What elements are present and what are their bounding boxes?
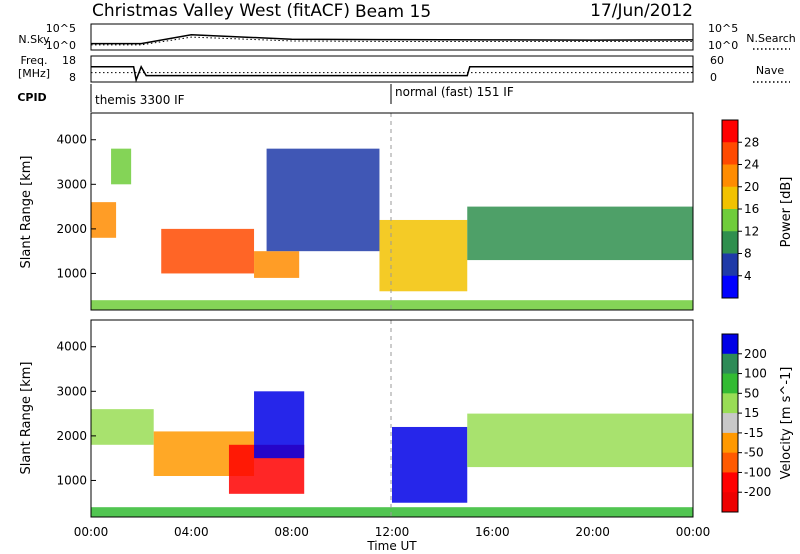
site-title: Christmas Valley West (fitACF) [92,1,350,21]
power-scale-swatch [722,186,738,210]
y-tick-label: 2000 [56,222,87,236]
heatmap-cell [91,409,154,445]
power-scale-title: Power [dB] [779,177,794,248]
x-axis: 00:00 04:00 08:00 12:00 16:00 20:00 00:00 [74,525,711,539]
beam-label: Beam 15 [355,2,431,22]
heatmap-cell [91,507,693,517]
cpid-mode-2: normal (fast) 151 IF [395,85,514,99]
x-tick-label: 08:00 [274,525,309,539]
nsky-panel: N.Sky 10^5 10^0 N.Search 10^5 10^0 [18,22,795,52]
power-scale-label: 20 [744,180,759,194]
nsearch-label: N.Search [746,32,796,45]
heatmap-cell [161,228,255,274]
heatmap-cell [467,413,693,468]
power-ylabel: Slant Range [km] [19,156,34,269]
y-tick-label: 2000 [56,429,87,443]
velocity-scale-label: 200 [744,347,767,361]
velocity-scale-swatch [722,353,738,375]
power-scale: 28 24 20 16 12 8 4 Power [dB] [721,119,794,299]
heatmap-cell [91,300,693,310]
power-scale-label: 4 [744,269,752,283]
y-tick-label: 4000 [56,340,87,354]
heatmap-cell [91,202,117,238]
freq-label-2: [MHz] [18,67,50,80]
x-tick-label: 04:00 [174,525,209,539]
y-tick-label: 3000 [56,384,87,398]
power-scale-label: 28 [744,135,759,149]
velocity-scale-swatch [722,393,738,414]
power-panel: 4000 3000 2000 1000 [56,112,694,311]
x-axis-title: Time UT [366,539,417,553]
nsearch-tick-bottom: 10^0 [708,39,738,52]
power-scale-swatch [722,164,738,188]
nsearch-tick-top: 10^5 [708,22,738,35]
power-scale-label: 12 [744,224,759,238]
freq-label-1: Freq. [20,54,47,67]
x-tick-label: 20:00 [575,525,610,539]
heatmap-cell [254,251,300,278]
y-tick-label: 4000 [56,133,87,147]
nsky-series-line [91,36,693,46]
velocity-scale-swatch [722,432,738,454]
velocity-scale-label: 15 [744,406,759,420]
velocity-scale-label: 100 [744,367,767,381]
x-tick-label: 12:00 [375,525,410,539]
velocity-panel: 4000 3000 2000 1000 [56,319,694,518]
velocity-ylabel: Slant Range [km] [19,362,34,475]
power-scale-label: 24 [744,158,759,172]
heatmap-cell [111,148,132,185]
nave-tick-bottom: 0 [710,71,717,84]
power-scale-label: 8 [744,247,752,261]
x-tick-label: 16:00 [475,525,510,539]
velocity-scale-swatch [722,413,738,434]
y-tick-label: 1000 [56,473,87,487]
nsky-tick-bottom: 10^0 [46,39,76,52]
x-tick-label: 00:00 [676,525,711,539]
velocity-scale-title: Velocity [m s^-1] [779,367,794,480]
heatmap-cell [266,148,380,252]
y-tick-label: 1000 [56,266,87,280]
velocity-scale-label: -15 [744,426,764,440]
freq-series-line [91,65,693,83]
velocity-scale-label: -50 [744,446,764,460]
heatmap-cell [392,426,468,503]
power-scale-label: 16 [744,202,759,216]
nsky-series-line [91,34,694,45]
velocity-scale-label: -200 [744,485,771,499]
date-label: 17/Jun/2012 [590,1,693,21]
nsky-label: N.Sky [18,33,50,46]
heatmap-cell [379,219,468,292]
velocity-scale-swatch [722,452,738,473]
freq-tick-top: 18 [62,54,76,67]
power-scale-swatch [722,142,738,165]
power-scale-swatch [722,253,738,277]
cpid-mode-1: themis 3300 IF [95,93,185,107]
velocity-scale-swatch [722,492,738,513]
velocity-scale-label: -100 [744,465,771,479]
velocity-scale: 200 100 50 15 -15 -50 -100 -200 Velocity [m s^-… [721,333,794,513]
velocity-scale-swatch [722,472,738,493]
heatmap-cell [254,391,305,459]
x-tick-label: 00:00 [74,525,109,539]
y-tick-label: 3000 [56,177,87,191]
nave-label: Nave [756,64,784,77]
velocity-scale-label: 50 [744,386,759,400]
velocity-scale-swatch [722,373,738,394]
power-scale-swatch [722,275,738,299]
freq-tick-bottom: 8 [69,71,76,84]
cpid-label: CPID [17,91,46,104]
freq-panel: Freq. [MHz] 18 8 Nave 60 0 [18,54,790,84]
nave-tick-top: 60 [710,54,724,67]
power-scale-swatch [722,209,738,232]
velocity-scale-swatch [722,334,738,355]
heatmap-cell [467,206,693,261]
cpid-row: CPID themis 3300 IF normal (fast) 151 IF [17,84,514,112]
power-scale-swatch [722,231,738,254]
power-scale-swatch [722,120,738,143]
nsky-tick-top: 10^5 [46,22,76,35]
